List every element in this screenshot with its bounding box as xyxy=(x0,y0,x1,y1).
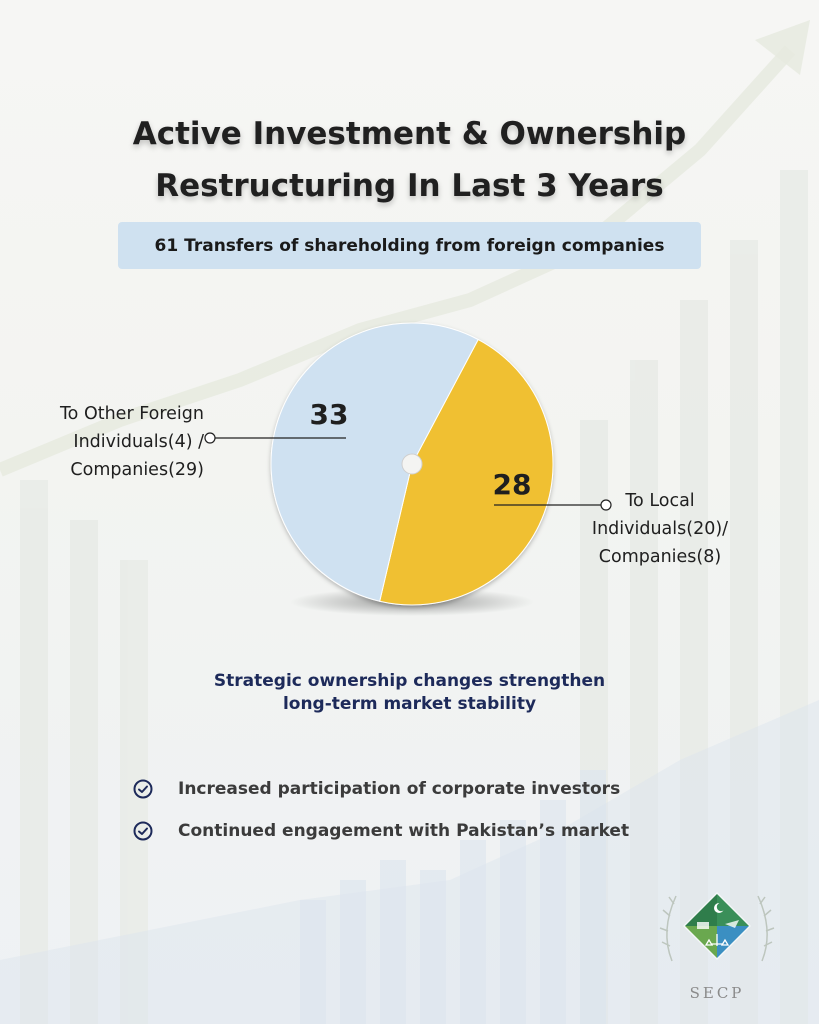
foreign-slice-label: To Other Foreign Individuals(4) / Compan… xyxy=(14,400,204,484)
check-circle-icon xyxy=(133,821,153,841)
local-label-line-3: Companies(8) xyxy=(598,547,722,567)
foreign-label-line-1: To Other Foreign xyxy=(59,404,204,424)
foreign-label-line-3: Companies(29) xyxy=(70,460,204,480)
left-leader-dot xyxy=(204,432,216,444)
check-circle-icon xyxy=(133,779,153,799)
list-item: Continued engagement with Pakistan’s mar… xyxy=(132,810,629,852)
right-leader-dot xyxy=(600,499,612,511)
pie-center-hole xyxy=(401,453,423,475)
page-title: Active Investment & Ownership Restructur… xyxy=(0,108,819,212)
local-slice-label: To Local Individuals(20)/ Companies(8) xyxy=(560,487,760,571)
list-item: Increased participation of corporate inv… xyxy=(132,768,629,810)
summary-banner: 61 Transfers of shareholding from foreig… xyxy=(118,222,701,269)
pie-value-foreign: 33 xyxy=(310,398,349,431)
foreign-label-line-2: Individuals(4) / xyxy=(73,432,204,452)
local-label-line-2: Individuals(20)/ xyxy=(591,519,729,539)
pie-slice-foreign xyxy=(270,322,479,602)
secp-emblem-icon xyxy=(659,892,775,962)
logo-text: SECP xyxy=(689,984,745,1002)
tagline-line-2: long-term market stability xyxy=(282,694,537,714)
bullet-text: Increased participation of corporate inv… xyxy=(178,779,621,799)
title-line-2: Restructuring In Last 3 Years xyxy=(155,168,664,204)
tagline: Strategic ownership changes strengthen l… xyxy=(0,670,819,716)
local-label-line-1: To Local xyxy=(625,491,695,511)
bullet-list: Increased participation of corporate inv… xyxy=(132,768,629,852)
pie-slice-local xyxy=(379,338,554,606)
bullet-text: Continued engagement with Pakistan’s mar… xyxy=(178,821,630,841)
pie-value-local: 28 xyxy=(493,468,532,501)
title-line-1: Active Investment & Ownership xyxy=(132,116,687,152)
tagline-line-1: Strategic ownership changes strengthen xyxy=(213,671,606,691)
